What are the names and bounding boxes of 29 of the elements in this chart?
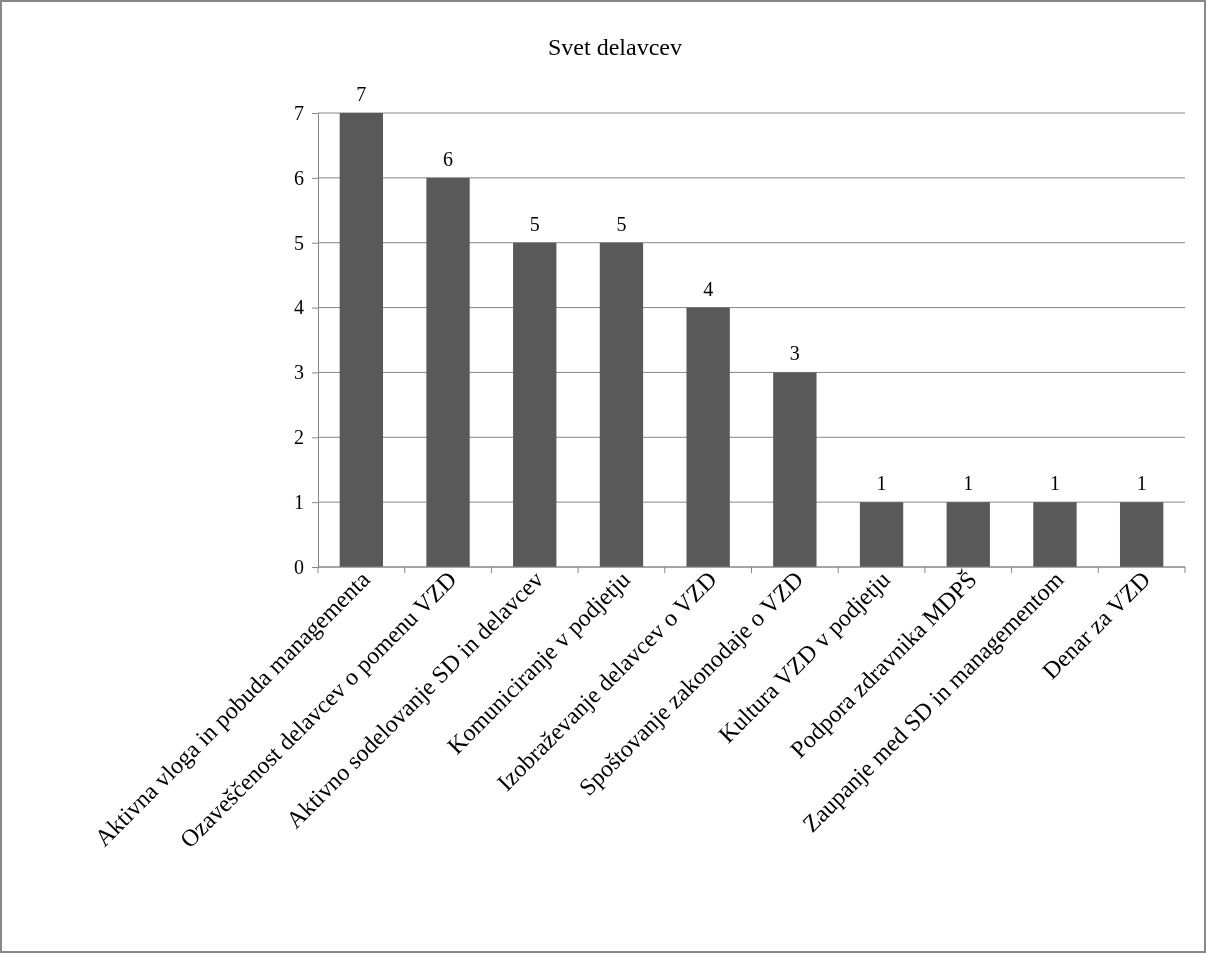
- bar: [946, 502, 990, 567]
- chart-title: Svet delavcev: [548, 34, 682, 60]
- y-tick-label: 2: [294, 426, 304, 449]
- data-label: 4: [703, 277, 714, 300]
- bar: [773, 372, 817, 567]
- data-label: 3: [789, 342, 800, 365]
- bar: [686, 307, 730, 567]
- data-label: 7: [356, 83, 367, 105]
- y-tick-label: 1: [294, 491, 304, 514]
- bar: [339, 113, 384, 567]
- data-label: 1: [963, 472, 974, 495]
- data-label: 5: [529, 212, 540, 235]
- bar: [599, 242, 644, 567]
- y-tick-label: 6: [294, 166, 304, 189]
- bar: [1119, 502, 1164, 567]
- y-tick-label: 3: [294, 361, 304, 384]
- data-label: 1: [876, 472, 887, 495]
- data-label: 1: [1136, 472, 1147, 495]
- data-label: 6: [443, 147, 454, 170]
- bar: [1033, 502, 1077, 567]
- bar: [426, 177, 470, 567]
- data-label: 5: [616, 212, 627, 235]
- y-tick-label: 5: [294, 231, 304, 254]
- y-tick-label: 0: [294, 555, 304, 578]
- y-tick-label: 7: [294, 101, 304, 124]
- y-tick-label: 4: [294, 296, 304, 319]
- bar: [513, 242, 557, 567]
- bar: [859, 502, 904, 567]
- data-label: 1: [1049, 472, 1060, 495]
